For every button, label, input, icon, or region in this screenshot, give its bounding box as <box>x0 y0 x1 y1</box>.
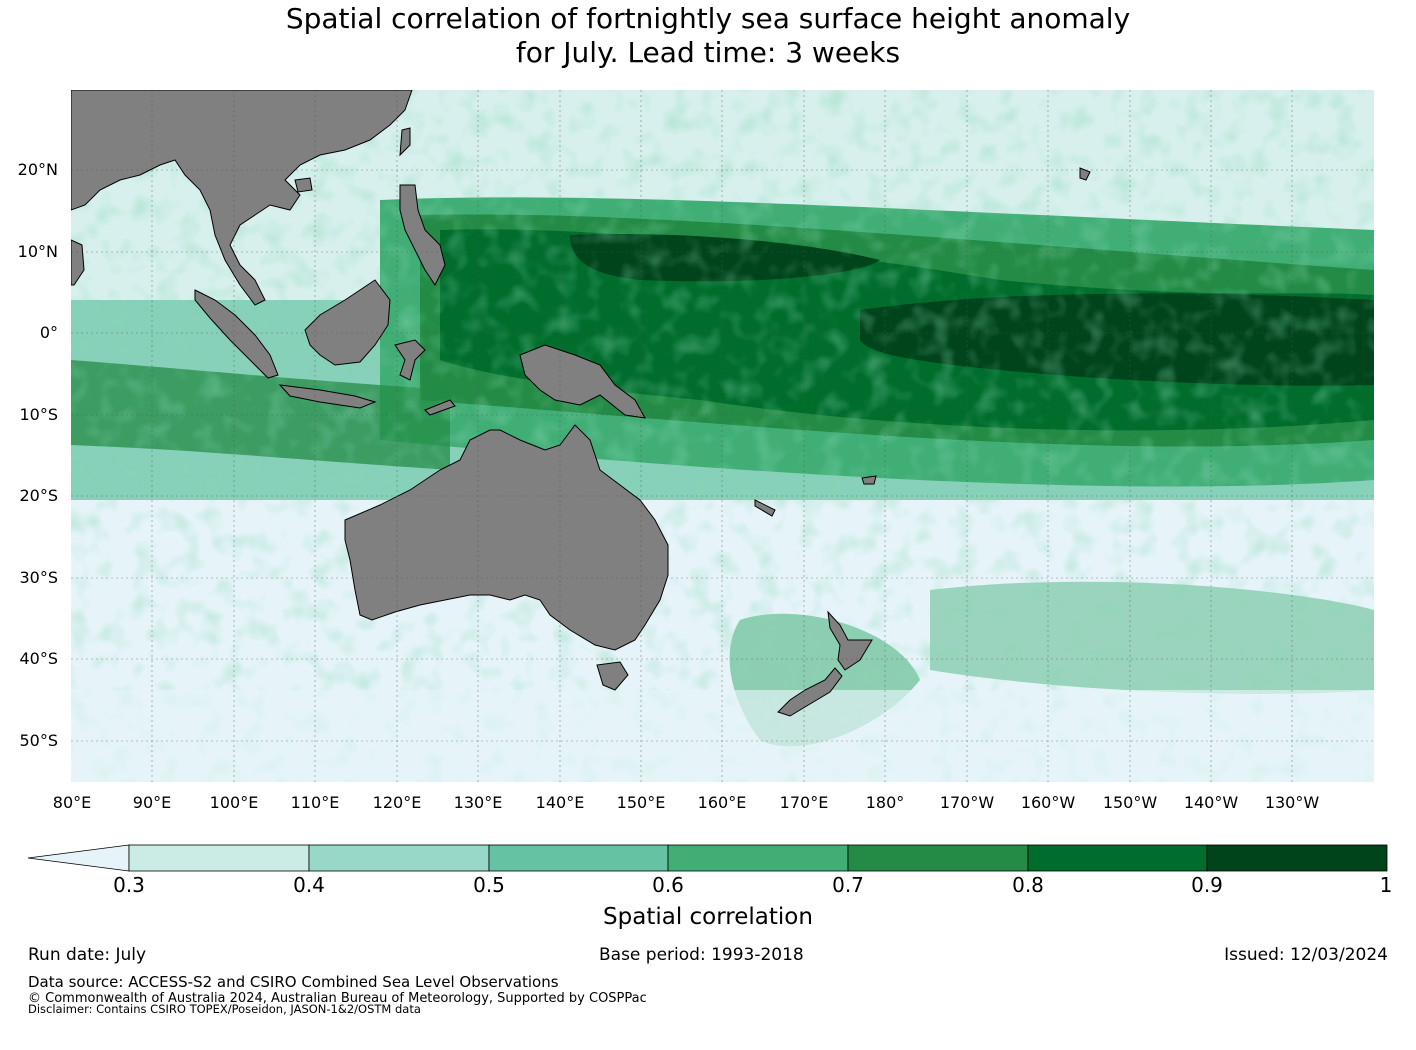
base-period: Base period: 1993-2018 <box>599 945 804 965</box>
colorbar-tick-label: 0.8 <box>1012 873 1044 897</box>
asia-mainland <box>71 90 413 306</box>
colorbar-tick-label: 0.5 <box>473 873 505 897</box>
lon-tick-label: 160°E <box>697 793 747 812</box>
lat-tick-label: 50°S <box>19 731 58 750</box>
timor <box>424 399 456 416</box>
lat-tick-label: 30°S <box>19 568 58 587</box>
correlation-field <box>71 90 1374 782</box>
lon-tick-label: 100°E <box>209 793 259 812</box>
tasmania <box>596 661 629 691</box>
lon-tick-label: 140°E <box>535 793 585 812</box>
philippines <box>399 184 446 286</box>
chart-title: Spatial correlation of fortnightly sea s… <box>0 2 1416 70</box>
new-guinea <box>519 344 646 419</box>
fiji <box>861 475 877 485</box>
colorbar-tick-label: 0.7 <box>832 873 864 897</box>
lat-tick-label: 40°S <box>19 649 58 668</box>
colorbar-bin-1 <box>128 844 310 872</box>
colorbar-tick-label: 0.9 <box>1191 873 1223 897</box>
lon-tick-label: 110°E <box>290 793 340 812</box>
lat-tick-label: 20°S <box>19 486 58 505</box>
copyright: © Commonwealth of Australia 2024, Austra… <box>28 991 647 1006</box>
australia <box>344 424 669 651</box>
lat-tick-label: 20°N <box>17 160 58 179</box>
lon-tick-label: 130°W <box>1264 793 1320 812</box>
sulawesi <box>394 339 426 381</box>
colorbar-bin-7 <box>1206 844 1388 872</box>
vanuatu <box>754 499 776 517</box>
lon-tick-label: 150°E <box>616 793 666 812</box>
sri-lanka <box>71 239 85 286</box>
lon-tick-label: 170°W <box>939 793 995 812</box>
lat-tick-label: 10°S <box>19 405 58 424</box>
hawaii <box>1079 167 1091 181</box>
colorbar-tick-label: 0.3 <box>113 873 145 897</box>
borneo <box>304 279 391 366</box>
lon-tick-label: 160°W <box>1020 793 1076 812</box>
lon-tick-label: 180° <box>865 793 905 812</box>
colorbar-extend-arrow <box>27 844 130 872</box>
java <box>278 384 377 409</box>
sumatra <box>194 289 279 379</box>
colorbar-title: Spatial correlation <box>603 904 813 930</box>
lon-tick-label: 170°E <box>779 793 829 812</box>
colorbar-tick-label: 0.4 <box>293 873 325 897</box>
lat-tick-label: 0° <box>39 323 58 342</box>
colorbar-tick-label: 0.6 <box>652 873 684 897</box>
lon-tick-label: 140°W <box>1183 793 1239 812</box>
data-source: Data source: ACCESS-S2 and CSIRO Combine… <box>28 973 559 991</box>
colorbar-bin-2 <box>308 844 490 872</box>
title-line-2: for July. Lead time: 3 weeks <box>515 36 901 69</box>
colorbar-bin-4 <box>667 844 849 872</box>
title-line-1: Spatial correlation of fortnightly sea s… <box>285 2 1131 35</box>
lon-tick-label: 80°E <box>52 793 92 812</box>
lat-tick-label: 10°N <box>17 242 58 261</box>
graticule <box>71 90 1374 782</box>
colorbar <box>27 844 1388 872</box>
nz-south-island <box>777 667 843 717</box>
hainan <box>294 177 313 193</box>
disclaimer: Disclaimer: Contains CSIRO TOPEX/Poseido… <box>28 1002 421 1016</box>
map-area <box>71 90 1374 782</box>
lon-tick-label: 90°E <box>132 793 172 812</box>
run-date: Run date: July <box>28 945 147 965</box>
land-masses <box>71 90 1091 717</box>
colorbar-bin-3 <box>488 844 669 872</box>
lon-tick-label: 120°E <box>372 793 422 812</box>
taiwan <box>399 127 411 157</box>
lon-tick-label: 150°W <box>1102 793 1158 812</box>
colorbar-tick-label: 1 <box>1379 873 1393 897</box>
lon-tick-label: 130°E <box>453 793 503 812</box>
issued-date: Issued: 12/03/2024 <box>1224 945 1388 965</box>
colorbar-bin-5 <box>847 844 1029 872</box>
colorbar-bin-6 <box>1027 844 1208 872</box>
nz-north-island <box>827 610 873 671</box>
